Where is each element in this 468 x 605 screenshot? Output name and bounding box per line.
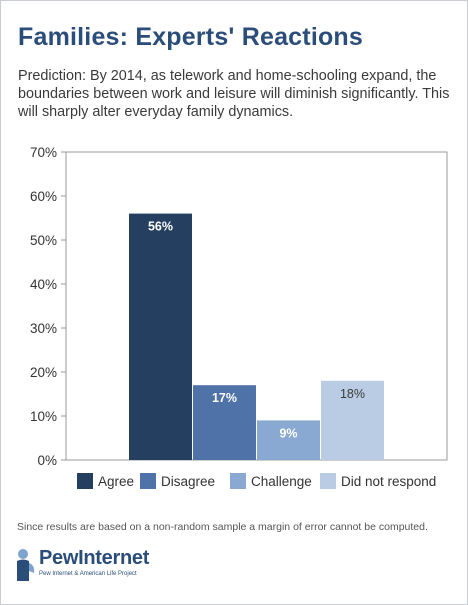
y-axis: 0% 10% 20% 30% 40% 50% 60% 70% [30, 145, 66, 468]
legend-swatch [320, 473, 336, 489]
y-tick-label: 10% [30, 409, 57, 424]
bars: 56% 17% 9% 18% [129, 213, 384, 460]
legend-label: Did not respond [341, 474, 436, 489]
plot-area [65, 151, 448, 461]
bar-data-label: 17% [212, 391, 237, 405]
legend-swatch [77, 473, 93, 489]
bar [193, 385, 256, 460]
bar-data-label: 18% [340, 387, 365, 401]
pew-internet-logo: PewInternet Pew Internet & American Life… [14, 547, 214, 587]
page-title: Families: Experts' Reactions [18, 23, 364, 51]
y-tick-label: 50% [30, 233, 57, 248]
bar [129, 213, 192, 460]
chart-subtitle: Prediction: By 2014, as telework and hom… [18, 68, 450, 120]
y-tick-label: 20% [30, 365, 57, 380]
y-tick-label: 40% [30, 277, 57, 292]
logo-tagline: Pew Internet & American Life Project [39, 571, 137, 577]
bar [321, 380, 384, 460]
legend-label: Challenge [251, 474, 312, 489]
legend-swatch [230, 473, 246, 489]
y-tick-label: 30% [30, 321, 57, 336]
legend-label: Disagree [161, 474, 215, 489]
bar-data-label: 56% [148, 220, 173, 234]
bar [257, 420, 320, 460]
legend: Agree Disagree Challenge Did not respond [77, 473, 436, 489]
y-tick-label: 0% [37, 453, 57, 468]
bar-chart: 0% 10% 20% 30% 40% 50% 60% 70% 56% 17% 9% 18% Agre… [30, 145, 448, 489]
y-tick-label: 60% [30, 189, 57, 204]
logo-wordmark: PewInternet [39, 547, 150, 569]
footnote: Since results are based on a non-random … [17, 521, 428, 533]
y-tick-label: 70% [30, 145, 57, 160]
pew-person-icon [17, 549, 35, 581]
bar-data-label: 9% [279, 426, 297, 440]
legend-label: Agree [98, 474, 134, 489]
legend-swatch [140, 473, 156, 489]
